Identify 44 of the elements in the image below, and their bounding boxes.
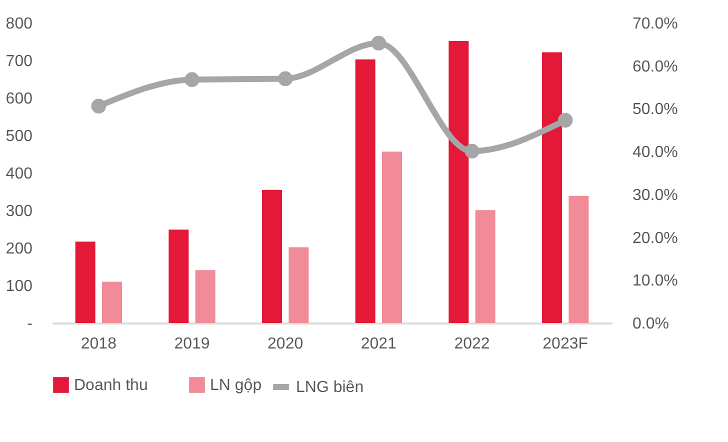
y2-tick-label: 10.0% (632, 272, 678, 290)
y-tick-label: 300 (6, 203, 33, 220)
point (278, 71, 293, 86)
point (464, 144, 480, 159)
point (91, 98, 106, 114)
y-tick-label: 800 (6, 16, 33, 32)
y-tick-label: 200 (6, 240, 33, 258)
bar (382, 152, 402, 323)
y-tick-label: 600 (6, 90, 33, 108)
x-tick-label: 2022 (454, 336, 490, 352)
point (184, 72, 200, 87)
y-tick-label: 400 (6, 166, 33, 182)
bar (568, 196, 589, 323)
y2-tick-label: 50.0% (632, 101, 678, 118)
y2-tick-label: 0.0% (632, 316, 669, 332)
bar (75, 242, 96, 323)
x-tick-label: 2020 (268, 336, 304, 352)
x-tick-label: 2021 (360, 336, 397, 352)
y2-tick-label: 20.0% (632, 230, 678, 247)
bar (355, 59, 376, 323)
y-tick-label: 700 (6, 53, 33, 70)
bar (102, 282, 122, 323)
legend-label: LNG biên (296, 379, 364, 396)
y-tick-label: - (27, 316, 32, 332)
y2-tick-label: 30.0% (632, 186, 678, 204)
x-tick-label: 2018 (80, 336, 117, 352)
point (371, 36, 386, 51)
y2-tick-label: 70.0% (632, 16, 678, 32)
y2-tick-label: 60.0% (632, 58, 678, 76)
bar (168, 230, 189, 323)
bar (542, 52, 562, 323)
x-tick-label: 2023F (542, 336, 588, 352)
bar (262, 190, 282, 323)
bar (475, 210, 496, 323)
y-tick-label: 500 (6, 128, 33, 145)
y2-tick-label: 40.0% (632, 144, 678, 162)
bar (195, 270, 216, 323)
legend-label: Doanh thu (74, 377, 148, 394)
point (558, 112, 573, 128)
y-tick-label: 100 (6, 278, 33, 295)
bar (448, 41, 469, 323)
x-tick-label: 2019 (174, 336, 210, 352)
bar (288, 247, 309, 323)
legend-label: LN gộp (210, 377, 262, 394)
